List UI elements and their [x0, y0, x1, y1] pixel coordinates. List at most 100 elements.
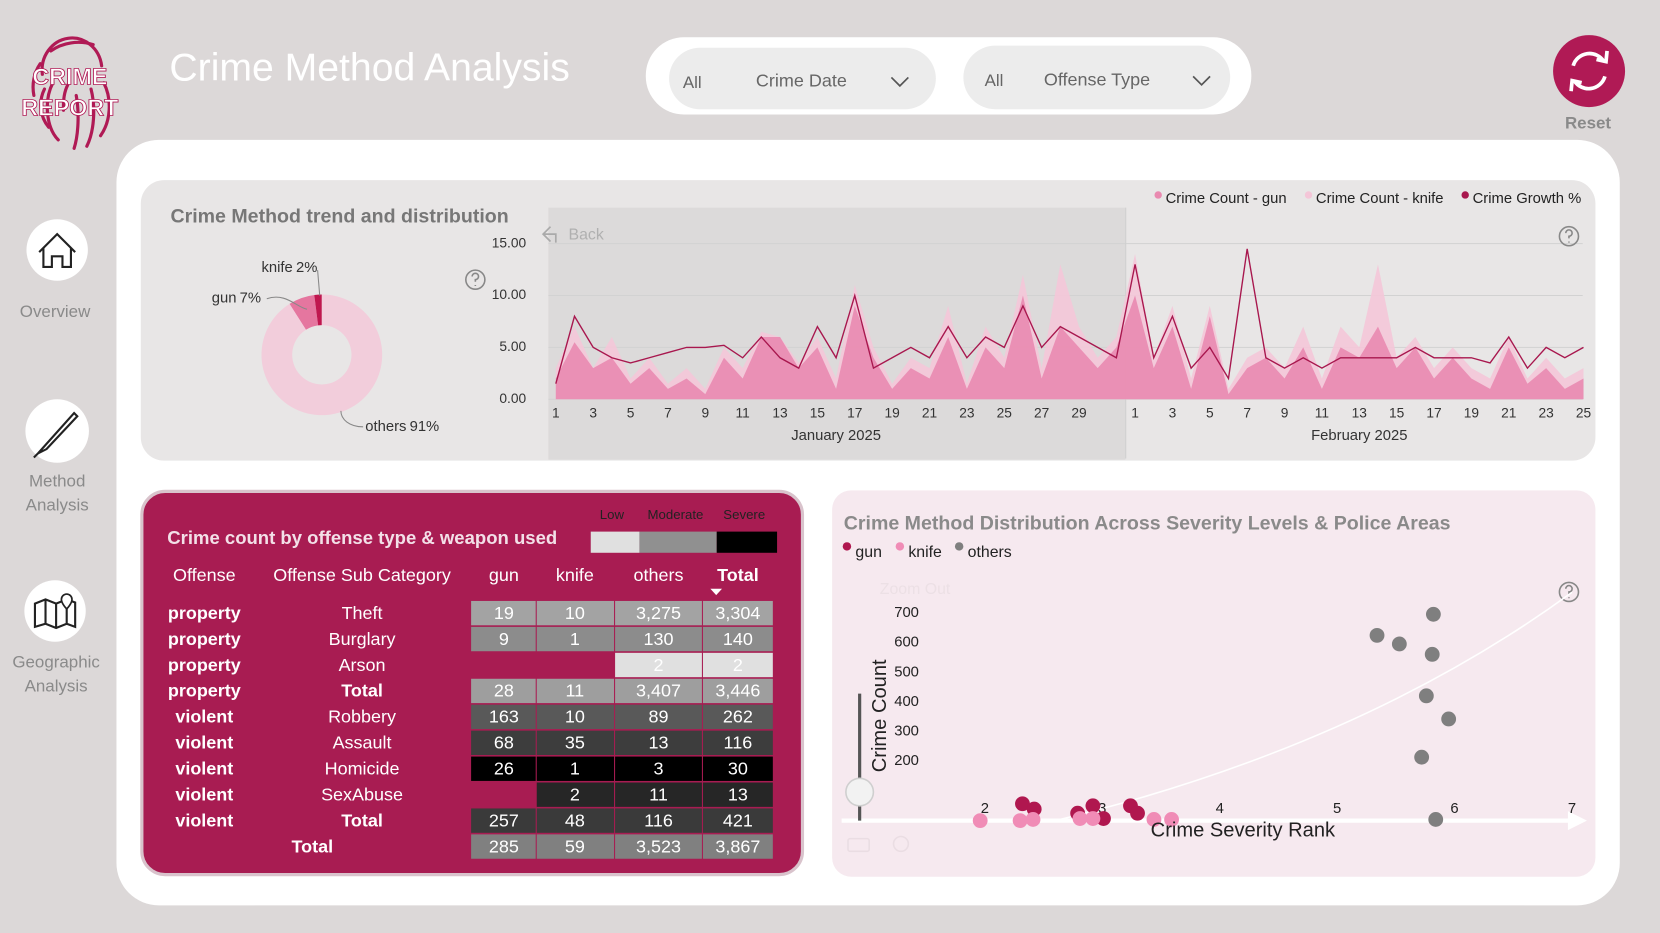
donut-slice — [289, 294, 319, 330]
x-tick-label: 3 — [1098, 801, 1106, 817]
cell-bg — [471, 626, 536, 652]
cell: 116 — [644, 810, 673, 830]
cell-bg — [702, 678, 773, 704]
point — [1130, 805, 1145, 821]
cell: 30 — [728, 759, 748, 779]
x-tick-label: 29 — [1071, 406, 1086, 421]
cell: 13 — [648, 733, 668, 753]
logo — [31, 36, 111, 150]
legend-label: gun — [855, 544, 882, 561]
reset-circle[interactable] — [1553, 35, 1626, 108]
x-tick-label: 1 — [1131, 406, 1139, 421]
y-tick-label: 500 — [894, 664, 919, 680]
x-tick-label: 2 — [981, 801, 989, 817]
logo-text: CRIME — [32, 64, 107, 90]
filter-pill[interactable] — [669, 47, 936, 110]
pin-icon — [60, 593, 73, 611]
y-tick-label: 10.00 — [492, 287, 527, 302]
cell: 35 — [565, 733, 585, 753]
reset-button[interactable] — [1553, 35, 1626, 108]
x-tick-label: 25 — [1576, 406, 1592, 421]
legend-swatch — [590, 531, 640, 553]
donut-chart: gun 7%knife 2% others 91% — [212, 260, 486, 435]
x-tick-label: 21 — [922, 406, 937, 421]
x-tick-label: 5 — [627, 406, 635, 421]
cell: 257 — [489, 810, 519, 830]
nav-icon-bg[interactable] — [26, 219, 88, 281]
leader-line — [266, 296, 308, 310]
cell-bg — [471, 808, 536, 833]
point — [972, 813, 988, 829]
chevron — [1192, 75, 1211, 87]
cell-bg — [702, 782, 773, 807]
x-tick-label: 13 — [772, 406, 788, 421]
cell: Assault — [333, 733, 392, 753]
filter-label: Offense Type — [1044, 69, 1150, 89]
cell: Burglary — [329, 629, 396, 649]
cell: Total — [341, 681, 383, 701]
nav-item[interactable]: Method Analysis — [25, 399, 89, 515]
cell-bg — [702, 756, 773, 781]
x-tick-label: 15 — [810, 406, 826, 421]
filter[interactable]: All Crime Date — [669, 47, 936, 110]
cell: 59 — [565, 836, 585, 856]
cell: 10 — [565, 603, 585, 623]
y-tick-label: 5.00 — [499, 339, 526, 354]
filter-pill[interactable] — [963, 45, 1231, 110]
cell-bg — [536, 834, 615, 859]
map-icon — [33, 598, 77, 630]
nav-label: Method — [29, 471, 85, 490]
logo-text: REPORT — [21, 94, 118, 120]
cell: 116 — [724, 733, 753, 753]
month-label: February 2025 — [1311, 428, 1407, 444]
cell: 3,407 — [636, 681, 681, 701]
nav-item[interactable]: Geographic Analysis — [12, 580, 100, 696]
cell-bg — [615, 678, 702, 704]
cell-bg — [536, 678, 615, 704]
filter[interactable]: All Offense Type — [963, 45, 1231, 110]
nav-icon-bg[interactable] — [24, 580, 86, 642]
help-icon — [1564, 584, 1573, 599]
donut-value: 7% — [240, 291, 261, 307]
home-icon — [38, 232, 76, 268]
cell-bg — [702, 626, 773, 652]
chart-icon — [847, 837, 870, 853]
slider-knob — [845, 777, 875, 807]
point — [1391, 636, 1407, 652]
zoom-out: Zoom Out — [880, 581, 951, 598]
cell: violent — [175, 784, 233, 804]
cell: Arson — [339, 655, 386, 675]
legend-swatch — [639, 531, 717, 553]
donut-category: knife — [261, 260, 292, 276]
month-label: January 2025 — [791, 428, 881, 444]
cell-bg — [471, 730, 536, 755]
help-icon — [465, 269, 486, 290]
cell: 3,275 — [636, 603, 681, 623]
column-header: Offense Sub Category — [273, 565, 451, 585]
back-label: Back — [569, 226, 604, 243]
x-tick-label: 6 — [1450, 801, 1458, 817]
x-tick-label: 13 — [1352, 406, 1368, 421]
nav-item[interactable]: Overview — [20, 219, 91, 321]
scatter-chart: Crime Method Distribution Across Severit… — [841, 512, 1587, 853]
help-icon — [1564, 229, 1573, 243]
x-tick-label: 19 — [1464, 406, 1479, 421]
x-tick-label: 27 — [1034, 406, 1049, 421]
x-tick-label: 15 — [1389, 406, 1405, 421]
table-title: Crime count by offense type & weapon use… — [167, 527, 557, 548]
column-header: Offense — [173, 565, 236, 585]
donut-value: 91% — [410, 419, 440, 435]
donut-label: gun 7% — [212, 291, 261, 307]
x-tick-label: 3 — [589, 406, 597, 421]
cell-bg — [471, 678, 536, 704]
cell-bg — [702, 808, 773, 833]
donut-category: gun — [212, 291, 237, 307]
cell-bg — [615, 756, 702, 781]
legend-label: Crime Count - gun — [1166, 191, 1287, 207]
page-title: Crime Method Analysis — [169, 46, 569, 89]
legend-label: Crime Count - knife — [1316, 191, 1444, 207]
cell-bg — [536, 782, 615, 807]
cell: property — [168, 629, 241, 649]
x-tick-label: 1 — [552, 406, 560, 421]
cell: 2 — [570, 784, 580, 804]
